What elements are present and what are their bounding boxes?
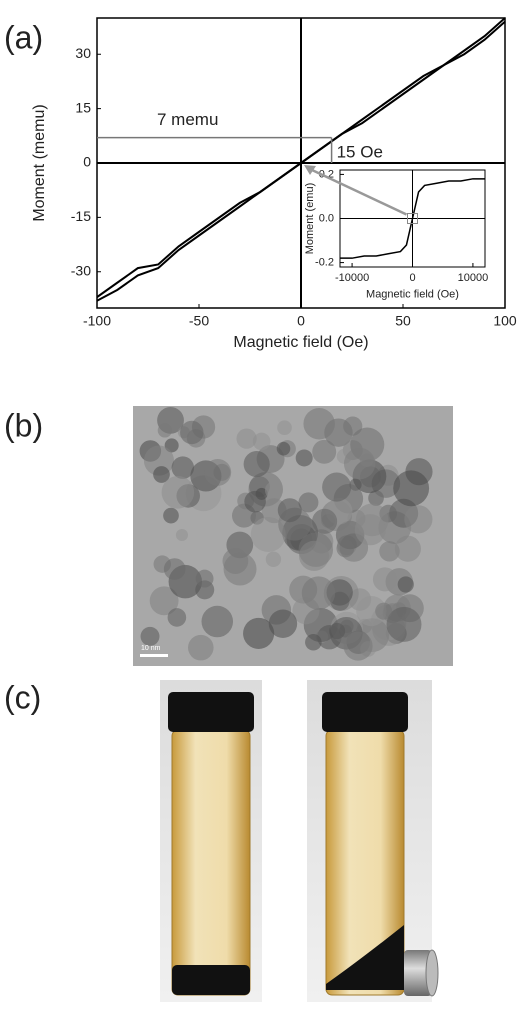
- y-tick-label: 0: [83, 154, 91, 170]
- particle: [312, 509, 337, 534]
- annotation: 15 Oe: [337, 142, 383, 161]
- particle: [162, 476, 195, 509]
- particle: [322, 473, 351, 502]
- particle: [201, 606, 233, 638]
- particle: [296, 449, 313, 466]
- y-tick-label: 15: [75, 99, 91, 115]
- particle: [344, 632, 373, 661]
- particle: [265, 481, 283, 499]
- particle: [168, 608, 187, 627]
- y-tick-label: -15: [71, 208, 91, 224]
- x-tick-label: -10000: [335, 272, 369, 284]
- page: (a) (b) (c) 10 nm -100 -50 0 50 100 -30 -15 0 15…: [0, 0, 520, 1021]
- panel-label: (a): [4, 19, 43, 55]
- particle: [141, 627, 160, 646]
- x-axis-label: Magnetic field (Oe): [233, 334, 368, 351]
- x-tick-label: -100: [83, 313, 111, 329]
- particle: [158, 423, 172, 437]
- x-tick-label: 50: [395, 313, 411, 329]
- particle: [266, 552, 281, 567]
- x-tick-label: -50: [189, 313, 209, 329]
- particle: [204, 459, 231, 486]
- particle: [244, 451, 270, 477]
- scale-bar: [140, 654, 168, 657]
- y-axis-label: Moment (emu): [304, 183, 316, 255]
- sediment: [172, 965, 250, 995]
- panel-label: (c): [4, 679, 41, 715]
- particle: [176, 529, 188, 541]
- particle: [277, 442, 291, 456]
- x-tick-label: 0: [297, 313, 305, 329]
- particle: [398, 576, 414, 592]
- x-tick-label: 0: [409, 272, 415, 284]
- cap: [168, 692, 254, 732]
- particle: [395, 536, 421, 562]
- particle: [302, 576, 335, 609]
- y-tick-label: -0.2: [315, 256, 334, 268]
- scale-bar-label: 10 nm: [141, 645, 161, 652]
- figure: (a) (b) (c) 10 nm -100 -50 0 50 100 -30 -15 0 15…: [0, 0, 520, 1021]
- particle: [188, 635, 214, 661]
- particle: [355, 514, 386, 545]
- y-axis-label: Moment (memu): [31, 104, 48, 221]
- cap: [322, 692, 408, 732]
- particle: [164, 558, 186, 580]
- particle: [303, 408, 334, 439]
- particle: [278, 498, 302, 522]
- vial: [172, 730, 250, 995]
- x-tick-label: 100: [493, 313, 517, 329]
- particle: [373, 567, 397, 591]
- particle: [172, 456, 194, 478]
- annotation: 7 memu: [157, 110, 218, 129]
- particle: [312, 440, 336, 464]
- particle: [344, 448, 375, 479]
- panel-label: (b): [4, 407, 43, 443]
- particle: [305, 634, 322, 651]
- particle: [336, 540, 354, 558]
- particle: [277, 420, 292, 435]
- y-tick-label: 30: [75, 45, 91, 61]
- particle: [163, 508, 179, 524]
- particle: [180, 421, 203, 444]
- particle: [244, 491, 266, 513]
- particle: [393, 470, 429, 506]
- particle: [196, 570, 214, 588]
- particle: [269, 610, 297, 638]
- particle: [404, 505, 432, 533]
- y-tick-label: 0.0: [319, 212, 334, 224]
- particle: [299, 541, 329, 571]
- y-tick-label: -30: [71, 262, 91, 278]
- particle: [375, 603, 392, 620]
- particle: [224, 552, 257, 585]
- particle: [236, 429, 256, 449]
- magnet-face: [426, 950, 438, 996]
- x-tick-label: 10000: [458, 272, 489, 284]
- x-axis-label: Magnetic field (Oe): [366, 288, 459, 300]
